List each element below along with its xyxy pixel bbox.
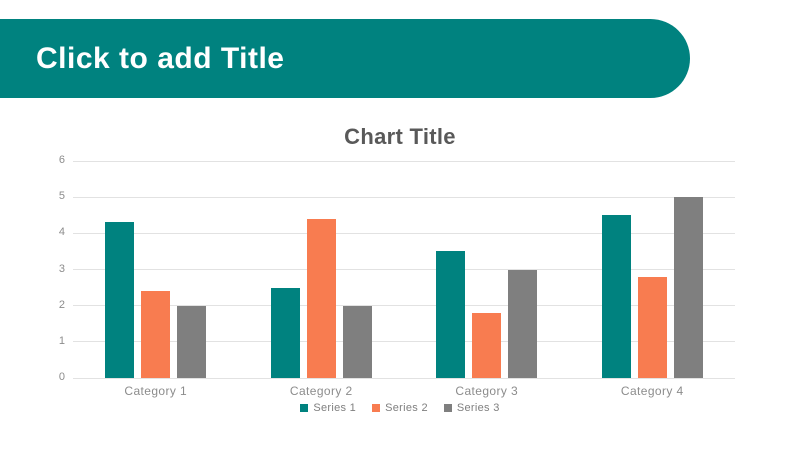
- legend-label: Series 3: [456, 402, 500, 414]
- y-tick-label: 5: [58, 190, 65, 203]
- title-placeholder[interactable]: Click to add Title: [0, 19, 690, 98]
- y-tick-label: 4: [58, 226, 65, 239]
- bar-series2-cat1: [141, 291, 171, 378]
- legend-item: Series 1: [300, 402, 356, 414]
- chart-legend: Series 1 Series 2 Series 3: [0, 402, 800, 414]
- bar-series1-cat4: [601, 215, 631, 378]
- y-tick-label: 6: [58, 154, 65, 166]
- category-label: Category 3: [455, 384, 519, 398]
- bar-series3-cat3: [508, 269, 538, 378]
- bar-series2-cat4: [637, 276, 667, 378]
- y-tick-label: 1: [58, 334, 65, 347]
- legend-swatch-icon: [443, 404, 452, 412]
- plot-area: 0 1 2 3 4 5 6 Category 1 Category 2 Category 3 Cat…: [59, 154, 735, 398]
- bar-series1-cat3: [436, 251, 466, 378]
- legend-swatch-icon: [300, 404, 309, 412]
- gridline: [73, 341, 735, 343]
- gridline: [73, 196, 735, 198]
- bar-series1-cat1: [105, 222, 135, 378]
- gridline: [73, 377, 735, 379]
- bar-series2-cat3: [472, 312, 502, 378]
- gridline: [73, 269, 735, 270]
- bar-series2-cat2: [306, 218, 336, 378]
- category-label: Category 4: [620, 384, 684, 398]
- category-label: Category 2: [289, 384, 353, 398]
- slide-title-text: Click to add Title: [36, 41, 285, 75]
- bar-series3-cat4: [673, 197, 703, 378]
- bar-series3-cat1: [177, 305, 207, 378]
- legend-item: Series 3: [443, 402, 500, 414]
- legend-label: Series 2: [385, 402, 428, 414]
- bar-series3-cat2: [342, 305, 372, 378]
- y-tick-label: 0: [58, 371, 65, 383]
- legend-swatch-icon: [372, 404, 381, 412]
- chart-title: Chart Title: [344, 124, 456, 149]
- legend-item: Series 2: [372, 402, 428, 414]
- category-label: Category 1: [124, 384, 188, 398]
- gridline: [73, 160, 735, 162]
- y-tick-label: 2: [58, 298, 65, 311]
- y-tick-label: 3: [58, 262, 65, 275]
- legend-label: Series 1: [313, 402, 357, 414]
- gridline: [73, 305, 735, 307]
- bar-series1-cat2: [270, 287, 300, 378]
- gridline: [73, 232, 735, 234]
